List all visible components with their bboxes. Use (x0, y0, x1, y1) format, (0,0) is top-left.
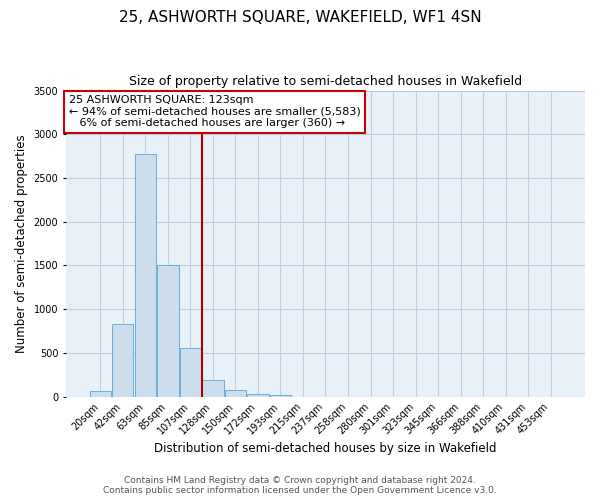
Bar (179, 348, 201, 397)
Bar (224, 390, 246, 396)
X-axis label: Distribution of semi-detached houses by size in Wakefield: Distribution of semi-detached houses by … (154, 442, 497, 455)
Text: Contains HM Land Registry data © Crown copyright and database right 2024.
Contai: Contains HM Land Registry data © Crown c… (103, 476, 497, 495)
Bar (202, 380, 224, 396)
Bar (270, 395, 291, 396)
Bar (89, 390, 111, 396)
Y-axis label: Number of semi-detached properties: Number of semi-detached properties (15, 134, 28, 353)
Title: Size of property relative to semi-detached houses in Wakefield: Size of property relative to semi-detach… (129, 75, 522, 88)
Bar (112, 324, 133, 396)
Bar (157, 264, 179, 396)
Bar (247, 394, 269, 396)
Text: 25, ASHWORTH SQUARE, WAKEFIELD, WF1 4SN: 25, ASHWORTH SQUARE, WAKEFIELD, WF1 4SN (119, 10, 481, 25)
Text: 25 ASHWORTH SQUARE: 123sqm
← 94% of semi-detached houses are smaller (5,583)
   : 25 ASHWORTH SQUARE: 123sqm ← 94% of semi… (68, 95, 360, 128)
Bar (134, 154, 156, 396)
